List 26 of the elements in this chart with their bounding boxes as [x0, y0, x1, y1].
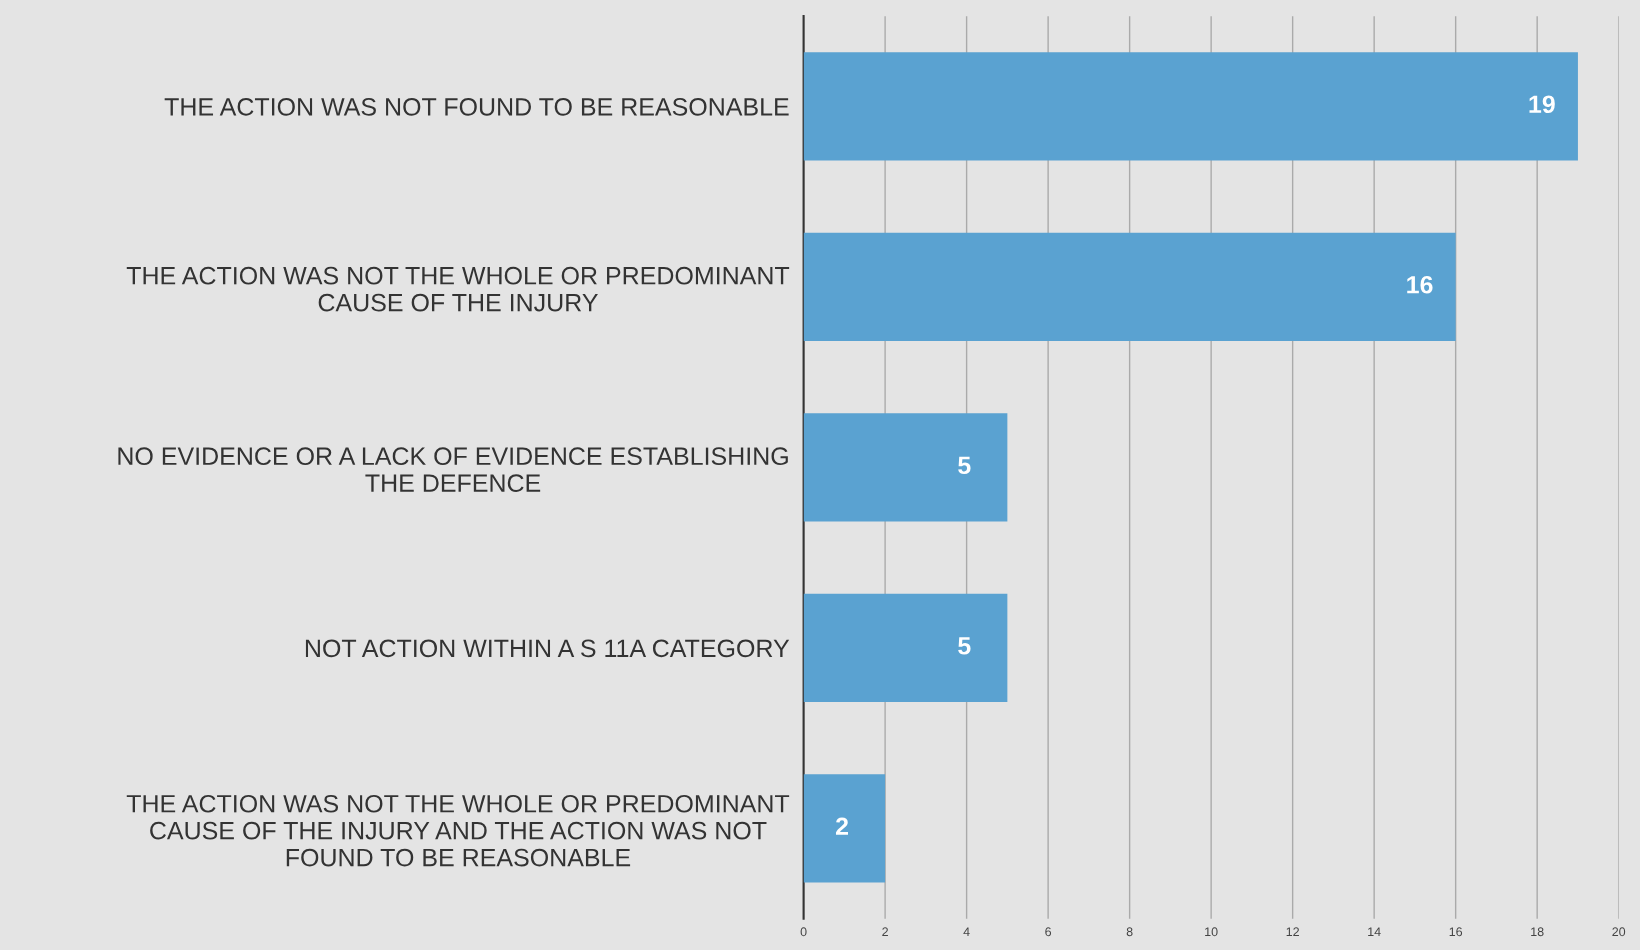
bar: [803, 413, 1008, 522]
x-tick-label: 12: [1286, 927, 1299, 937]
data-label: 16: [1407, 275, 1433, 294]
x-tick-label: 14: [1368, 927, 1381, 937]
x-tick-label: 4: [963, 927, 970, 937]
bar: [803, 52, 1578, 161]
x-tick-label: 18: [1531, 927, 1544, 937]
x-tick-label: 10: [1205, 927, 1218, 937]
data-label: 5: [958, 637, 971, 655]
y-tick-label: THE ACTION WAS NOT FOUND TO BE REASONABLE: [164, 98, 789, 116]
data-label: 19: [1529, 95, 1555, 114]
data-label: 2: [835, 817, 849, 835]
x-tick-label: 0: [800, 927, 807, 937]
x-tick-label: 8: [1126, 927, 1133, 937]
data-label: 5: [958, 456, 971, 475]
y-tick-label: NO EVIDENCE OR A LACK OF EVIDENCE ESTABLISHING THE DEFENCE: [118, 447, 788, 492]
y-tick-label: THE ACTION WAS NOT THE WHOLE OR PREDOMINANT CAUSE OF THE INJURY AND THE ACTION WAS NOT FOUND TO BE REASONABLE: [126, 794, 790, 867]
y-tick-label: THE ACTION WAS NOT THE WHOLE OR PREDOMINANT CAUSE OF THE INJURY: [126, 266, 790, 312]
bar: [803, 232, 1456, 342]
bar: [803, 774, 886, 883]
bar: [803, 593, 1008, 703]
x-tick-label: 16: [1449, 927, 1463, 937]
x-tick-label: 20: [1612, 927, 1626, 937]
x-tick-label: 6: [1045, 927, 1052, 937]
y-tick-label: NOT ACTION WITHIN A S 11A CATEGORY: [305, 639, 790, 658]
x-tick-label: 2: [882, 927, 888, 937]
